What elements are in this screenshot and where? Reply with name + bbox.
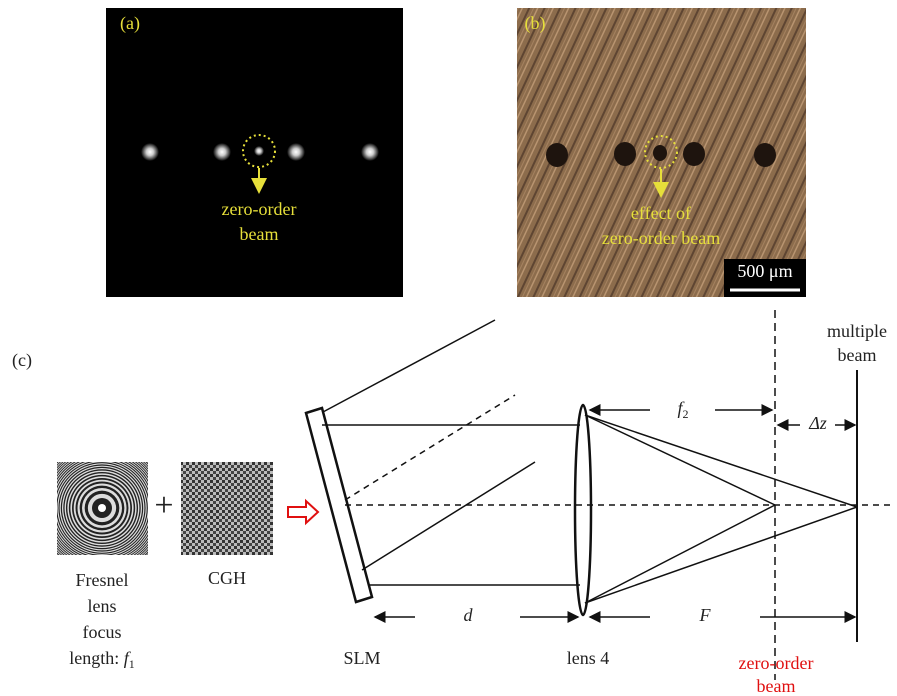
- panel-c: (c) + Fresnel lens focus length: f1 CGH: [12, 310, 890, 696]
- input-arrow: [288, 501, 318, 523]
- panel-label: (c): [12, 350, 32, 371]
- annotation: effect of: [631, 203, 691, 223]
- panel-a: (a) zero-order beam: [106, 8, 403, 297]
- label: multiple: [827, 321, 887, 341]
- caption: length:: [69, 648, 119, 668]
- caption: length: f1: [69, 648, 135, 671]
- panel-label: (a): [120, 13, 140, 34]
- caption: Fresnel: [76, 570, 129, 590]
- panel-label: (b): [525, 13, 546, 34]
- label: Δz: [808, 413, 827, 433]
- caption: lens: [88, 596, 117, 616]
- fresnel-rings: [38, 444, 166, 572]
- label: f2: [677, 398, 688, 421]
- annotation: beam: [240, 224, 279, 244]
- subscript: 2: [683, 407, 689, 421]
- optical-layout: [306, 310, 890, 680]
- plus-sign: +: [154, 487, 173, 524]
- panel-b: (b) effect of zero-order beam 500 μm: [517, 8, 806, 297]
- label: zero-order: [739, 653, 814, 673]
- label: beam: [757, 676, 796, 696]
- fresnel-lens-image: [38, 444, 166, 572]
- annotation: zero-order beam: [602, 228, 720, 248]
- label: d: [464, 605, 474, 625]
- cgh-image: [181, 462, 273, 555]
- label: F: [699, 605, 712, 625]
- label: beam: [838, 345, 877, 365]
- label: SLM: [343, 648, 380, 668]
- caption: focus: [83, 622, 122, 642]
- subscript: 1: [129, 657, 135, 671]
- figure: (a) zero-order beam (b) effect of zero-o…: [0, 0, 897, 696]
- annotation: zero-order: [222, 199, 297, 219]
- label: lens 4: [567, 648, 610, 668]
- scale-bar-label: 500 μm: [737, 261, 792, 281]
- caption: CGH: [208, 568, 246, 588]
